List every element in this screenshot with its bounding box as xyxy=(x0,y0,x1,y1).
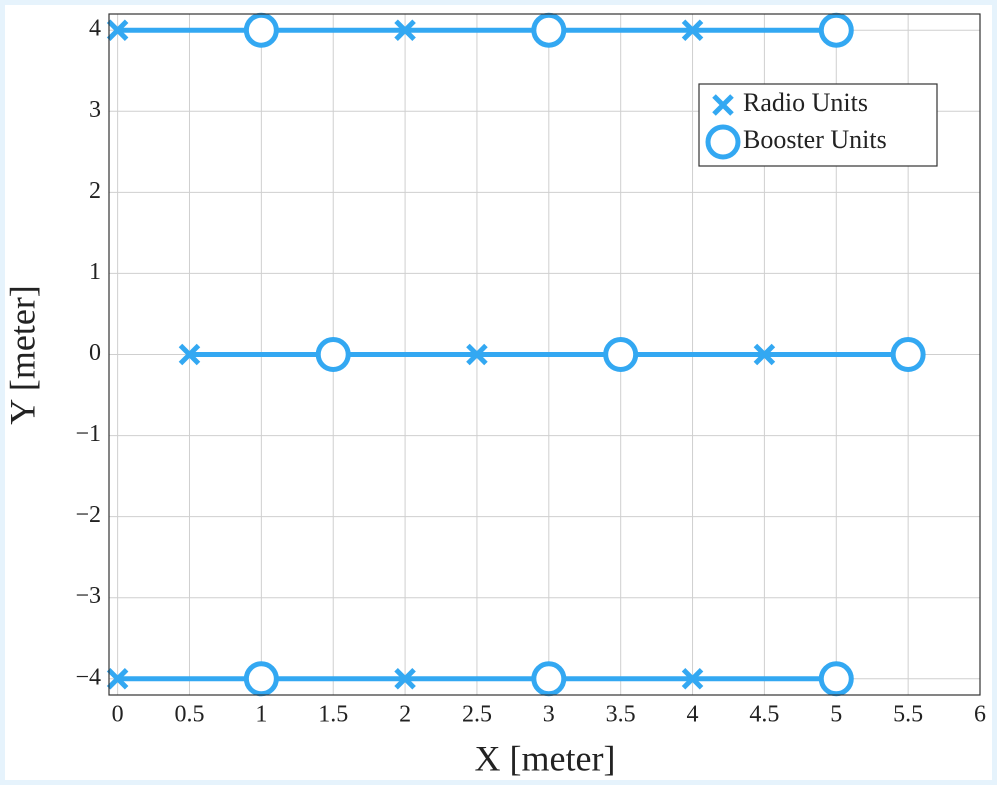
x-tick-label: 6 xyxy=(974,702,986,728)
legend-label: Radio Units xyxy=(743,88,868,117)
point xyxy=(890,337,926,372)
legend-box xyxy=(698,83,938,167)
x-tick-label: 5 xyxy=(830,702,842,728)
x-tick-label: 2.5 xyxy=(462,702,492,728)
y-tick-label: 4 xyxy=(89,16,101,42)
legend: Radio Units Booster Units xyxy=(698,83,938,167)
point xyxy=(818,661,854,697)
x-tick-label: 1 xyxy=(255,702,267,728)
y-tick-label: −2 xyxy=(75,502,101,528)
axes-frame xyxy=(108,13,981,696)
point xyxy=(106,668,129,690)
x-tick-label: 5.5 xyxy=(893,702,923,728)
y-axis-label: Y [meter] xyxy=(2,285,42,425)
point xyxy=(178,343,201,366)
y-tick-label: −3 xyxy=(75,583,101,609)
point xyxy=(531,661,567,697)
point xyxy=(681,668,704,690)
x-tick-label: 0 xyxy=(112,702,124,728)
point xyxy=(531,12,567,48)
x-tick-label: 3 xyxy=(543,702,555,728)
x-tick-label: 3.5 xyxy=(606,702,636,728)
point xyxy=(243,661,279,697)
y-tick-label: 1 xyxy=(89,259,101,285)
x-axis-label: X [meter] xyxy=(475,738,616,778)
point xyxy=(315,337,351,372)
point xyxy=(603,337,639,372)
x-tick-label: 2 xyxy=(399,702,411,728)
point xyxy=(243,12,279,48)
point xyxy=(681,19,704,41)
legend-marker xyxy=(705,124,741,160)
y-tick-label: 2 xyxy=(89,178,101,204)
point xyxy=(753,343,776,366)
y-tick-label: 0 xyxy=(89,340,101,366)
point xyxy=(394,668,416,690)
plot xyxy=(106,12,926,697)
x-tick-label: 4 xyxy=(687,702,699,728)
point xyxy=(466,343,488,366)
y-tick-label: −4 xyxy=(75,664,101,690)
x-tick-label: 1.5 xyxy=(318,702,348,728)
y-tick-label: −1 xyxy=(75,421,101,447)
legend-label: Booster Units xyxy=(743,125,887,154)
point xyxy=(394,19,416,41)
x-tick-label: 0.5 xyxy=(174,702,204,728)
point xyxy=(106,19,129,41)
legend-marker xyxy=(712,94,734,116)
y-tick-label: 3 xyxy=(89,97,101,123)
x-tick-label: 4.5 xyxy=(749,702,779,728)
point xyxy=(818,12,854,48)
